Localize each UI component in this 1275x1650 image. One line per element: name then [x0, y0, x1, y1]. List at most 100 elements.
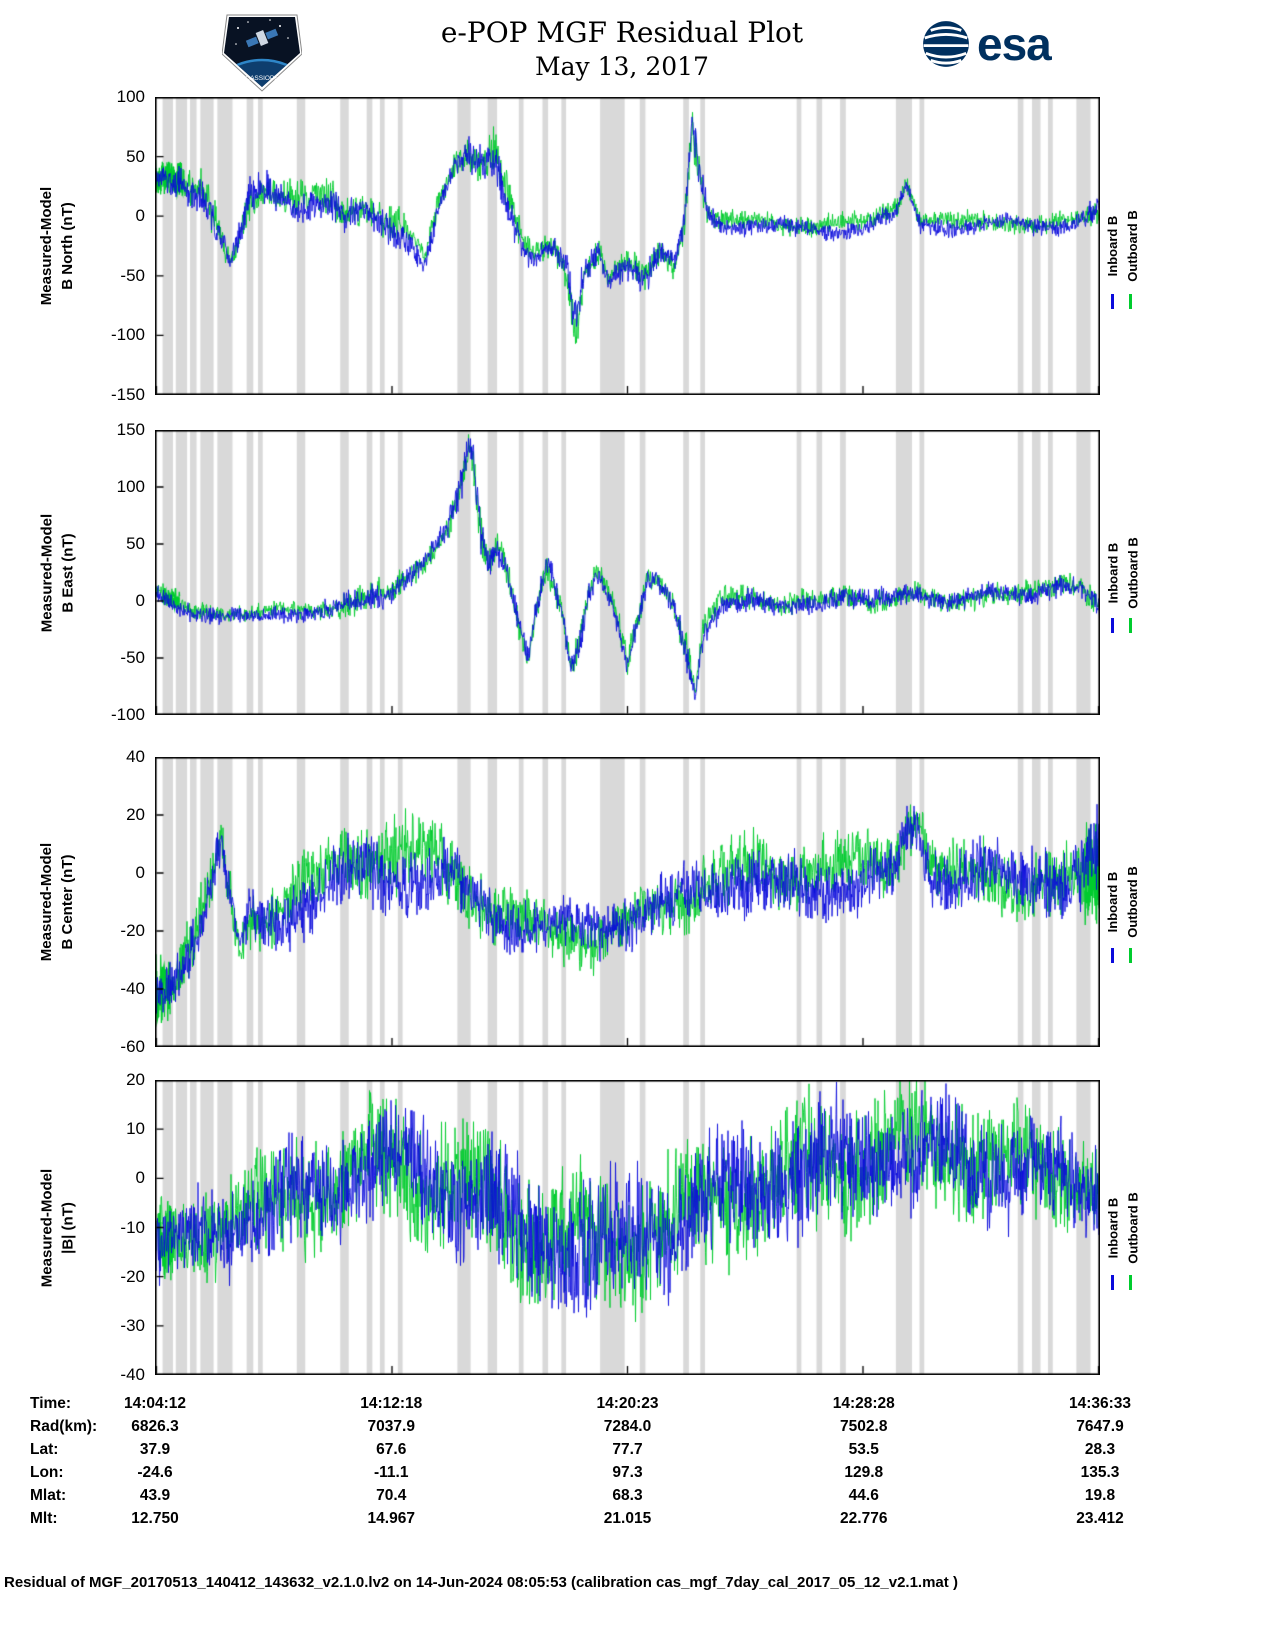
y-tick-label: 150: [116, 420, 145, 439]
y-tick-label: -50: [120, 265, 145, 285]
y-tick-label: 20: [126, 805, 145, 824]
axis-label-line: Measured-Model: [38, 186, 55, 306]
y-tick-label: 0: [135, 591, 145, 610]
page-title: e-POP MGF Residual Plot: [440, 16, 804, 49]
inboard-line-sample: [1111, 1275, 1114, 1290]
outboard-line-sample: [1129, 294, 1132, 309]
beast-axis-label: Measured-Model B East (nT): [36, 430, 82, 715]
table-cell: 7037.9: [367, 1418, 415, 1435]
table-row-lat: Lat: 37.9 67.6 77.7 53.5 28.3: [0, 1441, 1275, 1463]
y-tick-label: -150: [110, 385, 145, 404]
satellite-icon: [245, 28, 279, 48]
row-label: Mlat:: [30, 1487, 67, 1504]
bcenter-legend: Inboard B Outboard B: [1103, 757, 1143, 1047]
y-tick-label: 10: [126, 1119, 145, 1139]
axis-label-line: |B| (nT): [59, 1201, 76, 1254]
table-cell: 28.3: [1084, 1441, 1116, 1458]
page-date: May 13, 2017: [535, 52, 709, 81]
bmag-legend: Inboard B Outboard B: [1103, 1080, 1143, 1375]
inboard-line-sample: [1111, 618, 1114, 633]
y-tick-label: 100: [116, 87, 145, 106]
y-tick-label: 0: [135, 206, 145, 226]
bcenter-plot-canvas: [155, 757, 1100, 1047]
table-cell: 77.7: [612, 1441, 643, 1458]
legend-inboard-label: Inboard B: [1105, 542, 1120, 603]
table-cell: 7284.0: [603, 1418, 652, 1435]
y-tick-label: 0: [135, 863, 145, 882]
row-label: Time:: [30, 1395, 72, 1412]
table-cell: 14:36:33: [1068, 1395, 1132, 1412]
table-cell: 68.3: [612, 1487, 643, 1504]
legend-outboard-label: Outboard B: [1125, 210, 1141, 282]
axis-label-line: B East (nT): [59, 532, 76, 613]
table-cell: 14:20:23: [596, 1395, 659, 1412]
outboard-line-sample: [1129, 618, 1132, 633]
table-cell: 14.967: [367, 1510, 415, 1527]
badge-artwork: [224, 19, 300, 87]
y-tick-label: -20: [120, 1266, 145, 1286]
legend-inboard-label: Inboard B: [1105, 215, 1120, 277]
esa-globe-icon: [923, 21, 969, 67]
table-row-time: Time: 14:04:12 14:12:18 14:20:23 14:28:2…: [0, 1395, 1275, 1417]
axis-label-line: B North (nT): [59, 202, 76, 290]
table-cell: 14:04:12: [123, 1395, 187, 1412]
table-cell: 21.015: [603, 1510, 652, 1527]
table-cell: -11.1: [374, 1464, 409, 1481]
footer-note: Residual of MGF_20170513_140412_143632_v…: [4, 1574, 958, 1591]
table-cell: 43.9: [139, 1487, 171, 1504]
table-row-lon: Lon: -24.6 -11.1 97.3 129.8 135.3: [0, 1464, 1275, 1486]
table-cell: 135.3: [1080, 1464, 1120, 1481]
y-tick-label: -30: [120, 1315, 145, 1335]
y-tick-label: -100: [110, 325, 145, 345]
y-tick-label: 50: [126, 534, 145, 553]
beast-legend: Inboard B Outboard B: [1103, 430, 1143, 715]
legend-outboard-label: Outboard B: [1125, 536, 1141, 609]
badge-label: CASSIOPE: [245, 75, 279, 82]
axis-label-line: B Center (nT): [59, 854, 76, 950]
axis-label-line: Measured-Model: [38, 842, 55, 962]
y-tick-label: -10: [120, 1217, 145, 1237]
y-tick-label: -50: [120, 648, 145, 667]
table-cell: 6826.3: [131, 1418, 179, 1435]
esa-logo: esa: [922, 20, 1052, 68]
legend-outboard-label: Outboard B: [1125, 1191, 1141, 1264]
row-label: Rad(km):: [30, 1418, 98, 1435]
table-cell: 37.9: [139, 1441, 171, 1458]
bnorth-axis-label: Measured-Model B North (nT): [36, 97, 82, 395]
bcenter-axis-label: Measured-Model B Center (nT): [36, 757, 82, 1047]
inboard-line-sample: [1111, 294, 1114, 309]
y-tick-label: 20: [126, 1070, 145, 1089]
legend-inboard-label: Inboard B: [1105, 1197, 1120, 1258]
row-label: Lon:: [30, 1464, 64, 1481]
table-row-mlt: Mlt: 12.750 14.967 21.015 22.776 23.412: [0, 1510, 1275, 1532]
table-cell: 23.412: [1076, 1510, 1124, 1527]
y-tick-label: -100: [110, 705, 145, 724]
table-cell: 70.4: [376, 1487, 407, 1504]
y-tick-label: 50: [126, 146, 145, 166]
table-cell: 19.8: [1084, 1487, 1116, 1504]
bnorth-legend: Inboard B Outboard B: [1103, 97, 1143, 395]
table-row-mlat: Mlat: 43.9 70.4 68.3 44.6 19.8: [0, 1487, 1275, 1509]
axis-label-line: Measured-Model: [38, 513, 55, 632]
bnorth-plot-canvas: [155, 97, 1100, 395]
table-cell: 67.6: [376, 1441, 407, 1458]
inboard-line-sample: [1111, 948, 1114, 963]
row-label: Mlt:: [30, 1510, 58, 1527]
y-tick-label: -40: [120, 1365, 145, 1384]
table-cell: 12.750: [131, 1510, 179, 1527]
table-cell: 7647.9: [1076, 1418, 1124, 1435]
outboard-line-sample: [1129, 1275, 1132, 1290]
row-label: Lat:: [30, 1441, 59, 1458]
table-cell: 129.8: [844, 1464, 884, 1481]
cassiope-mission-patch-icon: CASSIOPE: [222, 14, 302, 92]
legend-inboard-label: Inboard B: [1105, 871, 1120, 933]
table-cell: 44.6: [848, 1487, 879, 1504]
outboard-line-sample: [1129, 948, 1132, 963]
beast-plot-canvas: [155, 430, 1100, 715]
table-cell: 97.3: [612, 1464, 643, 1481]
axis-label-line: Measured-Model: [38, 1168, 55, 1287]
legend-outboard-label: Outboard B: [1125, 866, 1141, 938]
bmag-axis-label: Measured-Model |B| (nT): [36, 1080, 82, 1375]
y-tick-label: -40: [120, 979, 145, 998]
